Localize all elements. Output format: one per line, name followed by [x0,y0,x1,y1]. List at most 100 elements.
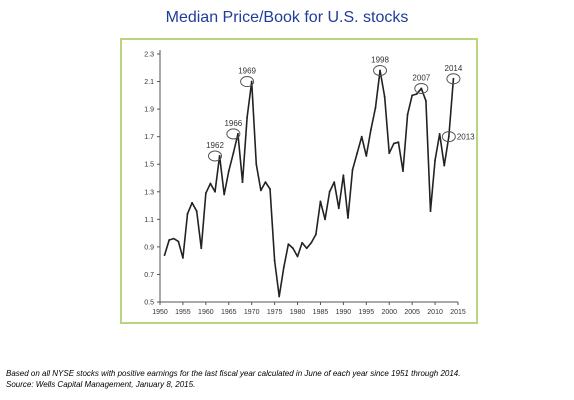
x-tick-label: 2010 [427,309,443,316]
data-point [223,193,226,196]
data-point [383,95,386,98]
x-tick-label: 2015 [450,309,466,316]
y-tick-label: 1.1 [144,217,154,224]
x-tick-label: 1995 [359,309,375,316]
data-point [328,190,331,193]
line-chart: 0.5 0.7 0.9 1.1 1.3 1.5 1.7 1.9 2.1 2.3 1950 1955 19… [144,50,475,316]
data-point [282,266,285,269]
y-tick-label: 1.3 [144,189,154,196]
data-point [259,189,262,192]
chart-frame: 0.5 0.7 0.9 1.1 1.3 1.5 1.7 1.9 2.1 2.3 1950 1955 19… [120,38,478,324]
y-tick-label: 0.9 [144,244,154,251]
data-point [191,201,193,204]
x-tick-label: 1950 [152,309,168,316]
y-tick-label: 1.9 [144,107,154,114]
x-tick-label: 1975 [267,309,283,316]
y-tick-label: 1.7 [144,134,154,141]
data-point [420,87,423,90]
x-tick-label: 2000 [381,309,397,316]
data-point [232,152,235,155]
data-point [287,243,290,246]
annotation-marker [226,128,241,140]
annotation-label: 1998 [371,56,389,65]
y-tick-label: 1.5 [144,162,154,169]
data-point [324,218,326,221]
y-tick-label: 0.7 [144,272,154,279]
data-point [342,174,345,177]
data-point [305,247,308,250]
x-tick-label: 1990 [336,309,352,316]
footnote-method: Based on all NYSE stocks with positive e… [6,369,461,378]
x-tick-label: 1965 [221,309,237,316]
data-point [255,163,258,166]
data-point [163,254,166,257]
data-point [269,188,271,190]
x-tick-label: 2005 [404,309,420,316]
data-point [250,80,253,83]
data-point [319,200,322,203]
data-point [425,99,427,102]
data-point [333,181,336,184]
x-tick-label: 1955 [175,309,191,316]
annotation-marker [446,73,461,85]
x-tick-label: 1960 [198,309,214,316]
data-point [356,152,359,155]
data-point [273,259,276,262]
y-tick-label: 2.1 [144,79,154,86]
data-point [365,155,368,157]
annotation-label: 1966 [224,119,242,128]
chart-title: Median Price/Book for U.S. stocks [165,9,409,26]
data-point [406,113,409,116]
data-point [214,190,216,193]
data-point [351,168,354,171]
data-point [227,170,230,173]
data-point [186,212,189,215]
x-tick-label: 1970 [244,309,260,316]
data-point [195,210,198,212]
footnote-source: Source: Wells Capital Management, Januar… [6,380,196,389]
data-point [168,239,171,241]
series-line [163,69,455,298]
data-point [204,192,207,195]
data-point [209,182,212,185]
data-point [278,295,281,298]
y-tick-label: 0.5 [144,300,154,307]
annotation-label: 2013 [457,133,475,142]
annotations: 1962 1966 1969 1998 2007 2014 2013 [206,56,475,162]
annotation-marker [240,76,255,88]
data-point [369,128,372,131]
data-point [237,133,239,135]
data-point [246,116,249,119]
y-tick-label: 2.3 [144,52,154,59]
data-point [296,255,299,258]
data-point [177,240,180,243]
data-point [360,135,363,138]
data-point [443,164,446,167]
data-point [292,247,294,250]
data-point [301,241,304,244]
data-point [392,142,395,145]
data-point [447,135,450,138]
annotation-marker [373,65,388,77]
data-point [379,69,381,72]
data-point [347,217,349,219]
data-point [434,159,436,161]
x-tick-label: 1985 [313,309,329,316]
data-point [374,106,377,109]
axes: 0.5 0.7 0.9 1.1 1.3 1.5 1.7 1.9 2.1 2.3 1950 1955 19… [144,50,466,316]
data-point [200,247,203,250]
data-point [438,133,441,135]
data-point [218,155,221,157]
data-point [402,170,404,173]
data-point [411,94,414,97]
data-point [415,93,418,95]
annotation-label: 2007 [412,73,430,82]
data-point [452,77,455,80]
series-layer [163,69,455,298]
data-point [172,237,175,240]
annotation-marker [208,150,223,162]
annotation-marker [414,82,429,94]
x-tick-label: 1980 [290,309,306,316]
data-point [429,210,432,212]
data-point [310,241,313,244]
